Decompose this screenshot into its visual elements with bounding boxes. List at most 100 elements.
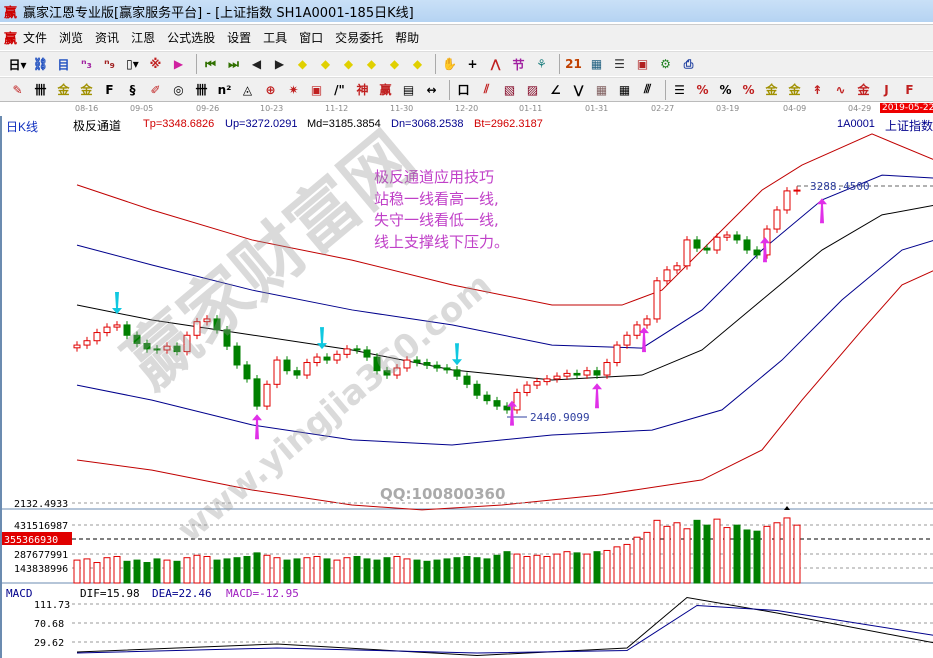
menu-0[interactable]: 文件 <box>23 31 48 45</box>
chart-pane[interactable]: 3288.4500 2440.9099 2132.4933 431516987 2876… <box>0 116 933 658</box>
menu-7[interactable]: 窗口 <box>299 31 324 45</box>
menu-8[interactable]: 交易委托 <box>335 31 384 45</box>
menu-6[interactable]: 工具 <box>263 31 288 45</box>
square-icon[interactable]: 口 <box>457 83 470 97</box>
note-line: 站稳一线看高一线, <box>374 189 499 208</box>
square-diag-icon[interactable]: ▧ <box>503 82 516 97</box>
crosshair-icon[interactable]: + <box>467 57 478 71</box>
line-icon[interactable]: ⋀ <box>490 57 501 71</box>
volume-bar <box>573 552 581 584</box>
kline-chart[interactable]: 3288.4500 2440.9099 2132.4933 431516987 2876… <box>2 116 933 658</box>
volume-bar <box>703 524 711 584</box>
left-icon[interactable]: ◀ <box>251 57 262 71</box>
md-value: Md=3185.3854 <box>307 118 381 130</box>
pencil-ruler-icon[interactable]: ✐ <box>150 82 161 97</box>
gold-bar-icon[interactable]: 金 <box>857 83 870 97</box>
gold2-icon[interactable]: 金 <box>80 83 93 97</box>
date-tick: 12-20 <box>455 104 479 113</box>
menu-3[interactable]: 江恩 <box>131 31 156 45</box>
move-left-icon[interactable]: ◆ <box>297 57 308 71</box>
angle2-icon[interactable]: ∠ <box>550 82 561 97</box>
percent-line-icon[interactable]: % <box>696 82 709 97</box>
grid2-icon[interactable]: ▦ <box>595 82 608 97</box>
candle-type-dropdown[interactable]: ▯▾ <box>126 57 139 71</box>
circle-icon[interactable]: ◎ <box>173 82 184 97</box>
candle-body <box>303 362 311 376</box>
square-fan-icon[interactable]: ▨ <box>526 82 539 97</box>
zigzag-icon[interactable]: ⋁ <box>573 82 584 97</box>
notes-icon[interactable]: ☰ <box>614 57 625 71</box>
fib-icon[interactable]: F <box>105 82 114 97</box>
percent-lines-icon[interactable]: % <box>742 82 755 97</box>
save-icon[interactable]: ▣ <box>636 57 649 71</box>
candle-body <box>513 391 521 411</box>
gold-coin-icon[interactable]: 金 <box>765 83 778 97</box>
print-icon[interactable]: ⎙ <box>683 56 694 71</box>
gold-lines-icon[interactable]: 金 <box>788 83 801 97</box>
wave3-icon[interactable]: ⁿ₃ <box>81 57 92 71</box>
menu-9[interactable]: 帮助 <box>395 31 420 45</box>
flag-icon[interactable]: ▶ <box>173 57 184 71</box>
menu-logo[interactable]: 赢 <box>4 32 18 47</box>
god-icon[interactable]: 神 <box>356 83 369 97</box>
gold-icon[interactable]: 金 <box>57 83 70 97</box>
win-icon[interactable]: 赢 <box>379 83 392 97</box>
period-day-dropdown[interactable]: 日▾ <box>8 57 27 72</box>
pen-icon[interactable]: ✎ <box>12 82 23 97</box>
angle-icon[interactable]: /" <box>334 82 345 97</box>
volume-bar <box>253 552 261 584</box>
last-icon[interactable]: ⏭ <box>228 56 239 71</box>
hand-icon[interactable]: ✋ <box>442 57 457 71</box>
f-angle-icon[interactable]: F <box>905 82 914 97</box>
chart-view-icon[interactable]: ⛓ <box>32 57 49 71</box>
n2-icon[interactable]: n² <box>217 82 232 97</box>
gann-icon[interactable]: ※ <box>149 57 162 71</box>
first-icon[interactable]: ⏮ <box>205 56 216 71</box>
target-icon[interactable]: ⊕ <box>265 82 276 97</box>
j-angle-icon[interactable]: J <box>884 82 889 97</box>
parallel-icon[interactable]: 卌 <box>34 83 47 97</box>
candle-body <box>743 239 751 251</box>
menu-1[interactable]: 浏览 <box>59 31 84 45</box>
wave-icon[interactable]: ∿ <box>835 82 846 97</box>
date-tick: 04-09 <box>783 104 807 113</box>
volume-bar <box>163 559 171 584</box>
lines-icon[interactable]: 卌 <box>195 83 208 97</box>
spiral-icon[interactable]: § <box>129 82 136 97</box>
percent-icon[interactable]: % <box>719 82 732 97</box>
document-icon[interactable]: 目 <box>57 57 70 72</box>
magenta-arrow-icon <box>817 198 827 224</box>
triangle-icon[interactable]: ◬ <box>242 82 253 97</box>
wave9-icon[interactable]: ⁿ₉ <box>104 57 115 71</box>
node-icon[interactable]: 节 <box>512 57 525 72</box>
indicator-name[interactable]: 极反通道 <box>73 119 122 133</box>
volume-bar <box>423 560 431 584</box>
box-icon[interactable]: ▣ <box>310 82 323 97</box>
calendar-icon[interactable]: 21 <box>565 57 582 71</box>
candle-body <box>403 359 411 369</box>
menu-2[interactable]: 资讯 <box>95 31 120 45</box>
width-icon[interactable]: ↔ <box>426 82 437 97</box>
candle-body <box>483 394 491 402</box>
expand-icon[interactable]: ◆ <box>343 57 354 71</box>
rocket-icon[interactable]: ↟ <box>812 82 823 97</box>
volume-bar <box>233 557 241 584</box>
shrink-icon[interactable]: ◆ <box>366 57 377 71</box>
menu-4[interactable]: 公式选股 <box>167 31 216 45</box>
list-icon[interactable]: ☰ <box>674 82 685 97</box>
calculator-icon[interactable]: ▦ <box>590 57 603 71</box>
fan-icon[interactable]: ⫽ <box>483 82 490 96</box>
grid-icon[interactable]: ▤ <box>402 82 415 97</box>
zoom-in-icon[interactable]: ◆ <box>389 57 400 71</box>
network-icon[interactable]: ⚙ <box>660 57 671 71</box>
stock-name: 上证指数 <box>885 119 933 133</box>
zoom-out-icon[interactable]: ◆ <box>412 57 423 71</box>
menu-5[interactable]: 设置 <box>227 31 252 45</box>
hatch-icon[interactable]: ⫻ <box>643 82 652 96</box>
volume-bar <box>683 528 691 584</box>
grid3-icon[interactable]: ▦ <box>618 82 631 97</box>
formula-icon[interactable]: ⚘ <box>536 57 547 71</box>
right-icon[interactable]: ▶ <box>274 57 285 71</box>
move-right-icon[interactable]: ◆ <box>320 57 331 71</box>
star-icon[interactable]: ✷ <box>288 82 299 97</box>
